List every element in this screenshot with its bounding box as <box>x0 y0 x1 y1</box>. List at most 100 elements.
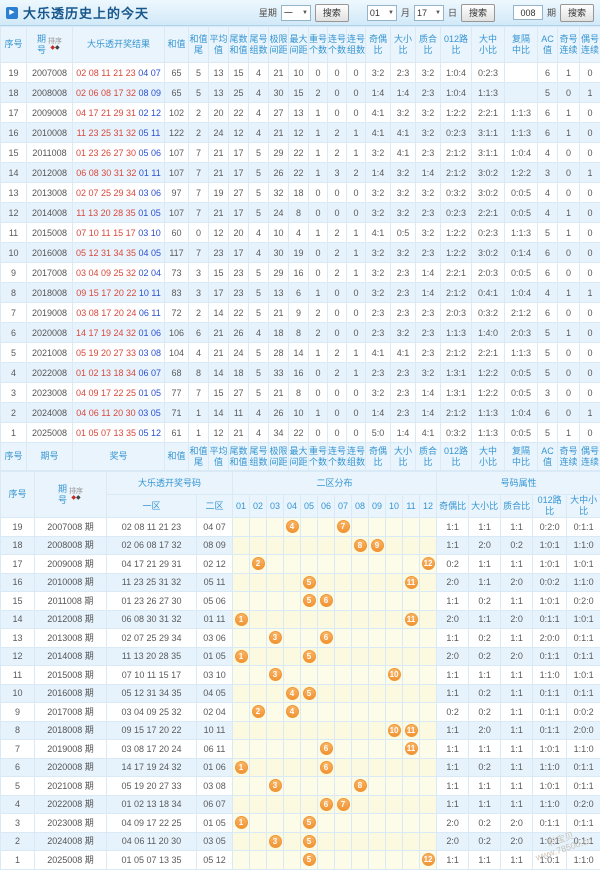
dist-cell-02 <box>249 517 268 537</box>
dist-col-issue[interactable]: 期号排序 ◆◆ <box>34 471 107 518</box>
stat-cell: 18 <box>288 182 309 203</box>
stat-cell: 5 <box>248 282 269 303</box>
stat-cell: 1:4 <box>415 262 441 283</box>
stat-cell: 0 <box>327 202 347 223</box>
dist-cell-03 <box>266 739 285 759</box>
stat-cell: 0 <box>327 282 347 303</box>
issue-cell: 2008008 <box>26 82 73 103</box>
sort-asc-icon[interactable]: ◆ <box>55 44 60 51</box>
stat-cell: 1 <box>557 102 580 123</box>
stat-cell: 14 <box>208 362 229 383</box>
stat-cell: 5 <box>248 142 269 163</box>
issue-cell: 2010008 期 <box>34 572 107 592</box>
dist-cell-10 <box>385 609 404 629</box>
issue-cell: 2018008 <box>26 282 73 303</box>
stat-cell: 1 <box>346 222 366 243</box>
zone2-numbers-cell: 06 07 <box>195 794 234 814</box>
dist-cell-12 <box>419 628 438 648</box>
ball-col-03: 03 <box>266 494 285 518</box>
stat-cell: 1:1:3 <box>504 122 538 143</box>
distribution-table-row: 15 2011008 期 01 23 26 27 30 05 06 5 6 1:1 0:2 1:… <box>0 591 600 611</box>
issue-search-button[interactable]: 搜索 <box>559 3 594 22</box>
dist-cell-03 <box>266 813 285 833</box>
stat-cell: 3:2 <box>415 122 441 143</box>
sort-control[interactable]: 排序 ◆◆ <box>69 487 83 501</box>
dist-cell-06 <box>317 813 336 833</box>
issue-input[interactable] <box>512 5 543 20</box>
dist-cell-03 <box>266 646 285 666</box>
stat-cell: 2:3 <box>365 362 391 383</box>
dist-cell-10 <box>385 776 404 796</box>
stat-cell: 3:2 <box>365 142 391 163</box>
stat-cell: 22 <box>288 162 309 183</box>
zone2-numbers-cell: 01 05 <box>195 813 234 833</box>
seq-cell: 2 <box>0 831 35 851</box>
stat-cell: 4:1 <box>390 342 416 363</box>
stats-col-header: 连号 个数 <box>327 26 347 63</box>
ball-col-04: 04 <box>283 494 302 518</box>
stat-cell: 3:2 <box>365 202 391 223</box>
stat-cell: 12 <box>288 122 309 143</box>
stat-cell: 21 <box>208 162 229 183</box>
stat-cell: 0 <box>308 262 328 283</box>
sort-asc-icon[interactable]: ◆ <box>76 494 81 501</box>
stat-cell: 1 <box>308 102 328 123</box>
stat-cell: 3:2 <box>415 222 441 243</box>
dist-cell-06 <box>317 517 336 537</box>
dist-cell-01 <box>232 683 251 703</box>
week-search-button[interactable]: 搜索 <box>314 3 349 22</box>
dist-cell-04 <box>283 720 302 740</box>
stat-cell: 0 <box>557 82 580 103</box>
issue-cell: 2022008 <box>26 362 73 383</box>
stat-cell: 4 <box>248 122 269 143</box>
stat-cell: 0 <box>308 242 328 263</box>
stat-cell: 24 <box>208 122 229 143</box>
attr-cell: 0:1:1 <box>566 813 600 833</box>
attr-col: 质合比 <box>500 494 534 518</box>
week-select[interactable]: 一 ▼ <box>280 4 311 21</box>
stat-cell: 0 <box>346 62 366 83</box>
stat-cell: 0 <box>346 102 366 123</box>
dist-cell-08 <box>351 646 370 666</box>
date-search-button[interactable]: 搜索 <box>460 3 495 22</box>
attr-cell: 0:1:1 <box>566 757 600 777</box>
dist-cell-11 <box>402 683 421 703</box>
issue-cell: 2014008 <box>26 202 73 223</box>
stat-cell: 27 <box>228 182 249 203</box>
back-number-ball: 5 <box>302 816 316 830</box>
stat-cell: 0 <box>557 402 580 423</box>
stat-cell: 0 <box>188 222 209 243</box>
dist-cell-07 <box>334 591 353 611</box>
back-number-ball: 11 <box>404 575 418 589</box>
attr-cell: 0:1:1 <box>566 517 600 537</box>
back-number-ball: 5 <box>302 834 316 848</box>
attr-cell: 2:0 <box>468 535 502 555</box>
sort-control[interactable]: 排序 ◆◆ <box>48 37 62 51</box>
stat-cell: 2:2:1 <box>471 202 505 223</box>
zone2-numbers-cell: 04 07 <box>195 517 234 537</box>
stat-cell: 1:4 <box>415 282 441 303</box>
attr-cell: 1:1 <box>468 572 502 592</box>
stat-cell: 1:2:2 <box>471 362 505 383</box>
stat-cell: 3 <box>327 162 347 183</box>
attr-cell: 1:1 <box>500 628 534 648</box>
stat-cell: 2 <box>308 302 328 323</box>
day-select[interactable]: 17 ▼ <box>413 4 444 21</box>
numbers-cell: 01 02 13 18 34 06 07 <box>72 362 165 383</box>
dist-cell-03: 3 <box>266 776 285 796</box>
stat-cell: 3:1:1 <box>471 122 505 143</box>
stats-col-header[interactable]: 期号排序 ◆◆ <box>26 26 73 63</box>
sort-desc-icon[interactable]: ◆ <box>71 494 76 501</box>
sort-desc-icon[interactable]: ◆ <box>50 44 55 51</box>
attr-cell: 1:0:1 <box>532 554 568 574</box>
stats-table-footer-header: 序号 期号 奖号 和值 和值尾平均值尾数 和值 尾号 组数 极限 间距 最大 间距 重号 个数 连号 个数 连号… <box>0 442 600 471</box>
stats-col-header: 极限 间距 <box>268 442 289 471</box>
distribution-table-row: 19 2007008 期 02 08 11 21 23 04 07 4 7 1:1 1:1 1:… <box>0 517 600 537</box>
stat-cell: 0 <box>346 202 366 223</box>
month-select[interactable]: 01 ▼ <box>366 4 397 21</box>
dist-cell-12 <box>419 517 438 537</box>
dist-cell-04 <box>283 646 302 666</box>
stat-cell: 1 <box>579 162 600 183</box>
stat-cell: 4 <box>248 422 269 443</box>
issue-cell: 2007008 期 <box>34 517 107 537</box>
